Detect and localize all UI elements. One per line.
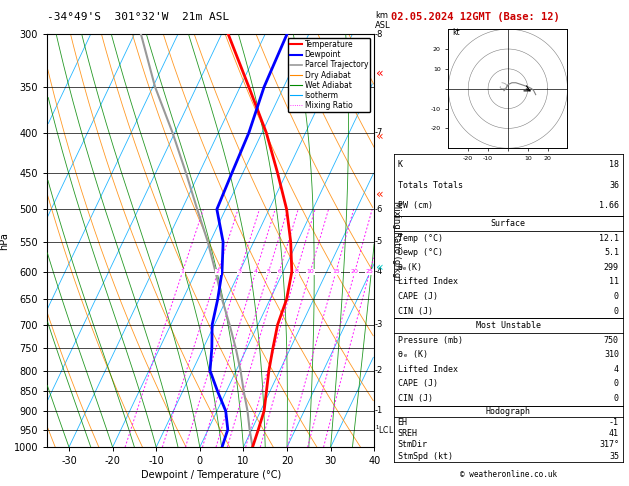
Text: 15: 15 (332, 269, 340, 275)
Text: CIN (J): CIN (J) (398, 394, 433, 403)
Text: Mixing Ratio (g/kg): Mixing Ratio (g/kg) (392, 201, 401, 280)
Text: 6: 6 (277, 269, 281, 275)
Text: 35: 35 (609, 451, 619, 461)
Text: Lifted Index: Lifted Index (398, 278, 457, 286)
Text: -1: -1 (609, 418, 619, 427)
Text: «: « (376, 188, 384, 201)
Text: 41: 41 (609, 429, 619, 438)
X-axis label: Dewpoint / Temperature (°C): Dewpoint / Temperature (°C) (141, 470, 281, 480)
Text: 310: 310 (604, 350, 619, 359)
Text: 317°: 317° (599, 440, 619, 450)
Text: 02.05.2024 12GMT (Base: 12): 02.05.2024 12GMT (Base: 12) (391, 12, 560, 22)
Text: θₑ (K): θₑ (K) (398, 350, 428, 359)
Text: CAPE (J): CAPE (J) (398, 292, 438, 301)
Text: kt: kt (452, 28, 460, 37)
Text: 1.66: 1.66 (599, 201, 619, 210)
Text: PW (cm): PW (cm) (398, 201, 433, 210)
Text: -3: -3 (375, 320, 383, 329)
Text: 0: 0 (614, 380, 619, 388)
Text: 4: 4 (614, 365, 619, 374)
Text: 1: 1 (181, 269, 184, 275)
Text: «: « (376, 261, 384, 274)
Text: 12.1: 12.1 (599, 234, 619, 243)
Text: km
ASL: km ASL (375, 11, 391, 30)
Text: © weatheronline.co.uk: © weatheronline.co.uk (460, 469, 557, 479)
Text: 2: 2 (216, 269, 220, 275)
Text: -8: -8 (375, 30, 383, 38)
Text: Most Unstable: Most Unstable (476, 321, 541, 330)
Text: 25: 25 (366, 269, 374, 275)
Text: Totals Totals: Totals Totals (398, 181, 462, 190)
Text: 5.1: 5.1 (604, 248, 619, 257)
Text: 8: 8 (294, 269, 298, 275)
Text: EH: EH (398, 418, 408, 427)
Text: 11: 11 (609, 278, 619, 286)
Text: 299: 299 (604, 263, 619, 272)
Text: Hodograph: Hodograph (486, 407, 531, 416)
Text: 4: 4 (253, 269, 258, 275)
Text: 20: 20 (351, 269, 359, 275)
Text: 3: 3 (238, 269, 242, 275)
Text: 0: 0 (614, 292, 619, 301)
Text: SREH: SREH (398, 429, 418, 438)
Text: 18: 18 (609, 160, 619, 169)
Text: -4: -4 (375, 267, 383, 277)
Text: $^1$LCL: $^1$LCL (375, 423, 394, 436)
Text: StmSpd (kt): StmSpd (kt) (398, 451, 452, 461)
Legend: Temperature, Dewpoint, Parcel Trajectory, Dry Adiabat, Wet Adiabat, Isotherm, Mi: Temperature, Dewpoint, Parcel Trajectory… (288, 38, 370, 112)
Text: 750: 750 (604, 336, 619, 345)
Text: -34°49'S  301°32'W  21m ASL: -34°49'S 301°32'W 21m ASL (47, 12, 230, 22)
Text: -5: -5 (375, 238, 383, 246)
Text: 0: 0 (614, 307, 619, 315)
Text: 10: 10 (306, 269, 314, 275)
Text: Pressure (mb): Pressure (mb) (398, 336, 462, 345)
Text: Lifted Index: Lifted Index (398, 365, 457, 374)
Text: CAPE (J): CAPE (J) (398, 380, 438, 388)
Text: «: « (376, 67, 384, 79)
Text: CIN (J): CIN (J) (398, 307, 433, 315)
Text: -2: -2 (375, 366, 383, 375)
Text: 36: 36 (609, 181, 619, 190)
Y-axis label: hPa: hPa (0, 232, 9, 249)
Text: Dewp (°C): Dewp (°C) (398, 248, 443, 257)
Text: «: « (376, 130, 384, 142)
Text: Surface: Surface (491, 219, 526, 228)
Text: K: K (398, 160, 403, 169)
Text: -7: -7 (375, 128, 383, 137)
Text: -1: -1 (375, 406, 383, 416)
Text: 5: 5 (267, 269, 270, 275)
Text: -6: -6 (375, 205, 383, 214)
Text: Temp (°C): Temp (°C) (398, 234, 443, 243)
Text: θₑ(K): θₑ(K) (398, 263, 423, 272)
Text: 0: 0 (614, 394, 619, 403)
Text: StmDir: StmDir (398, 440, 428, 450)
